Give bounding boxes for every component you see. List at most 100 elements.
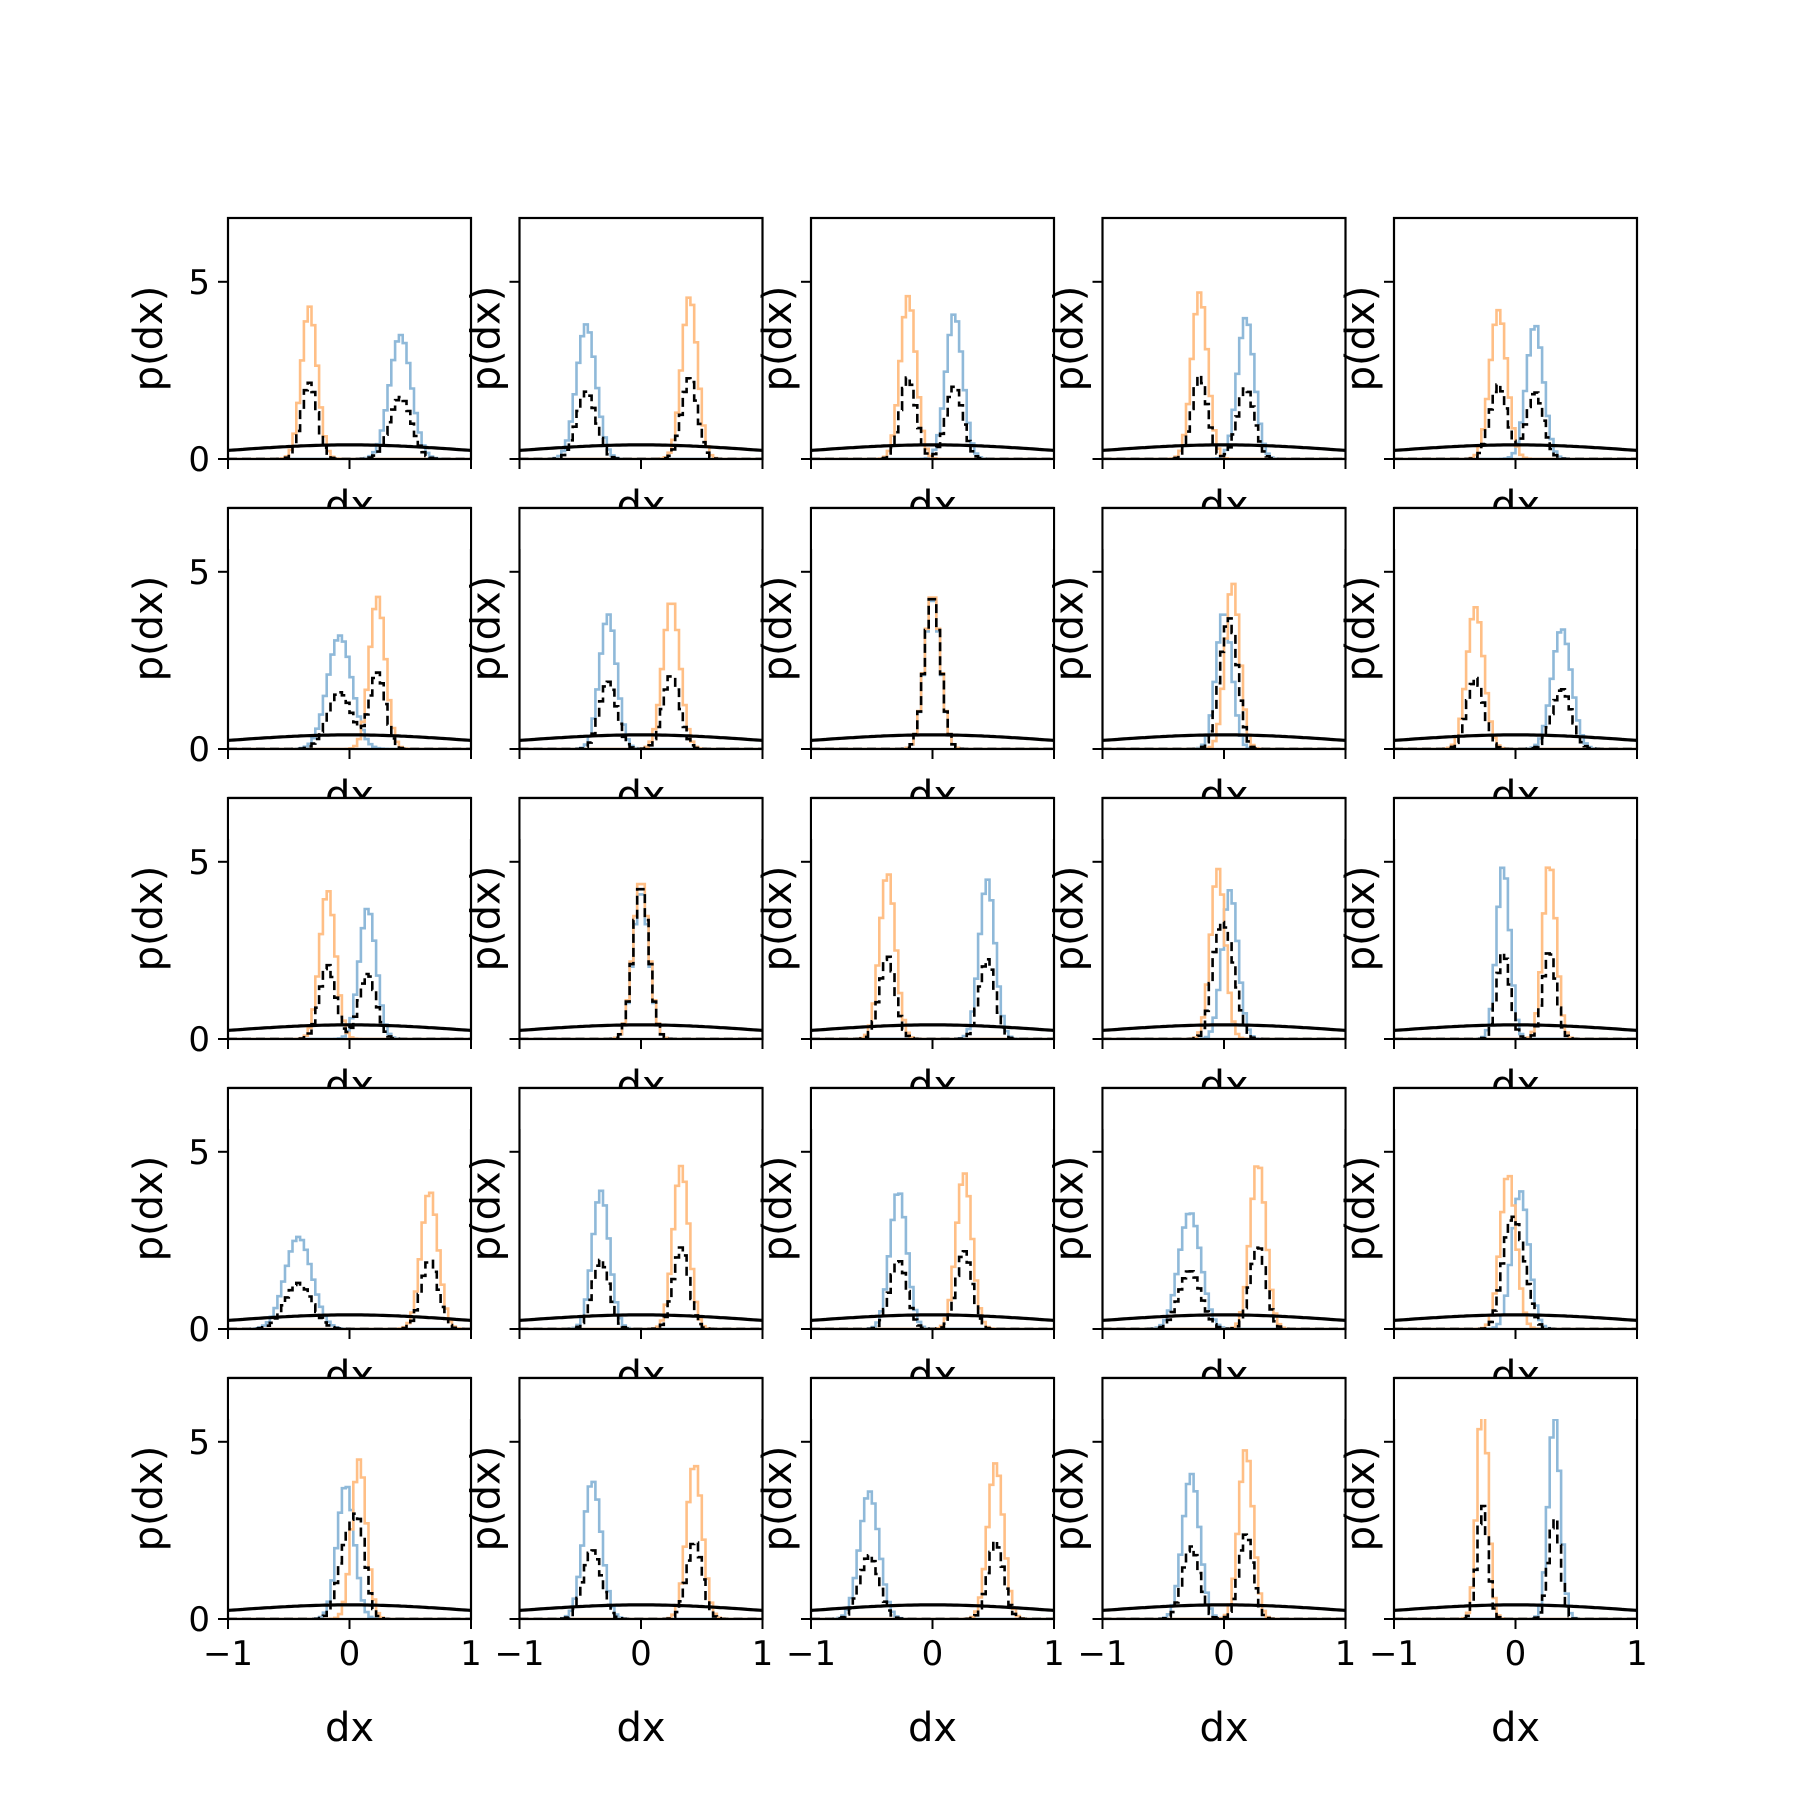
plot-area [519, 1164, 763, 1329]
orange-histogram [811, 294, 1054, 459]
orange-histogram [811, 1462, 1054, 1619]
reference-gaussian-curve [519, 1023, 763, 1032]
plot-area [1102, 291, 1346, 459]
orange-histogram [519, 296, 763, 459]
combined-histogram [519, 1541, 763, 1619]
subplot-r2-c5: dxp(dx) [1338, 506, 1639, 819]
reference-gaussian-curve [1102, 733, 1346, 742]
x-axis-label: dx [1199, 1705, 1248, 1751]
x-tick-label: 0 [339, 1634, 361, 1674]
plot-area [1394, 866, 1637, 1039]
blue-histogram [228, 1485, 471, 1619]
plot-area [1102, 1449, 1346, 1619]
subplot-r2-c4: dxp(dx) [1047, 506, 1347, 819]
blue-histogram [811, 599, 1054, 749]
y-axis-label: p(dx) [755, 866, 801, 972]
combined-histogram [1394, 1504, 1637, 1619]
x-tick-label: 1 [752, 1634, 774, 1674]
label-mask [229, 1379, 470, 1419]
blue-histogram [811, 878, 1054, 1039]
y-tick-label: 0 [188, 730, 210, 770]
blue-histogram [519, 1189, 763, 1329]
axes-frame [809, 216, 1056, 461]
subplot-r3-c2: dxp(dx) [464, 796, 764, 1109]
plot-area [519, 1464, 763, 1619]
axes-frame [1392, 216, 1639, 461]
plot-area [1394, 308, 1637, 459]
subplot-grid: 05dxp(dx)dxp(dx)dxp(dx)dxp(dx)dxp(dx)05d… [126, 216, 1648, 1751]
subplot-r3-c4: dxp(dx) [1047, 796, 1347, 1109]
label-mask [520, 1089, 762, 1129]
blue-histogram [228, 333, 471, 459]
label-mask [1395, 1089, 1636, 1129]
axes-frame [518, 216, 764, 461]
blue-histogram [228, 907, 471, 1039]
x-tick-label: −1 [203, 1634, 253, 1674]
blue-histogram [1394, 324, 1637, 459]
x-tick-label: 0 [630, 1634, 652, 1674]
orange-histogram [1102, 1449, 1346, 1619]
subplot-r1-c3: dxp(dx) [755, 216, 1056, 529]
subplot-r4-c3: dxp(dx) [755, 1086, 1056, 1399]
label-mask [1103, 509, 1345, 549]
blue-histogram [1394, 1418, 1637, 1619]
y-tick-label: 5 [188, 1133, 210, 1173]
y-axis-label: p(dx) [755, 1446, 801, 1552]
y-axis-label: p(dx) [464, 286, 510, 392]
y-axis-label: p(dx) [1047, 1446, 1093, 1552]
orange-histogram [228, 595, 471, 749]
plot-area [811, 294, 1054, 459]
x-tick-label: −1 [786, 1634, 836, 1674]
orange-histogram [1102, 867, 1346, 1039]
x-tick-label: −1 [1077, 1634, 1127, 1674]
reference-gaussian-curve [1102, 1313, 1346, 1322]
label-mask [1103, 799, 1345, 839]
label-mask [812, 1379, 1053, 1419]
reference-gaussian-curve [811, 1313, 1054, 1322]
x-tick-label: 1 [1626, 1634, 1648, 1674]
subplot-r2-c3: dxp(dx) [755, 506, 1056, 819]
x-tick-label: 1 [1043, 1634, 1065, 1674]
subplot-r5-c5: −1 0 1 dx p(dx) [1338, 1376, 1648, 1751]
y-axis-label: p(dx) [755, 576, 801, 682]
plot-area [1102, 582, 1346, 749]
blue-histogram [1102, 889, 1346, 1039]
label-mask [520, 509, 762, 549]
orange-histogram [228, 1191, 471, 1329]
y-axis-label: p(dx) [126, 1156, 172, 1262]
label-mask [229, 1089, 470, 1129]
x-axis-label: dx [325, 1705, 374, 1751]
reference-gaussian-curve [519, 1603, 763, 1612]
orange-histogram [1394, 1391, 1637, 1619]
blue-histogram [1102, 1212, 1346, 1329]
reference-gaussian-curve [519, 443, 763, 452]
blue-histogram [519, 613, 763, 749]
label-mask [520, 799, 762, 839]
reference-gaussian-curve [811, 733, 1054, 742]
y-tick-label: 5 [188, 263, 210, 303]
x-tick-label: 0 [922, 1634, 944, 1674]
plot-area [228, 595, 471, 749]
y-axis-label: p(dx) [1338, 866, 1384, 972]
x-axis-label: dx [1491, 1705, 1540, 1751]
plot-area [519, 882, 763, 1039]
plot-area [519, 602, 763, 749]
y-tick-label: 0 [188, 1310, 210, 1350]
orange-histogram [1394, 308, 1637, 459]
blue-histogram [811, 313, 1054, 459]
reference-gaussian-curve [1394, 733, 1637, 742]
x-tick-label: −1 [494, 1634, 544, 1674]
label-mask [1395, 799, 1636, 839]
blue-histogram [519, 1480, 763, 1619]
subplot-r1-c2: dxp(dx) [464, 216, 764, 529]
y-axis-label: p(dx) [126, 1446, 172, 1552]
plot-area [811, 1462, 1054, 1619]
blue-histogram [1394, 1190, 1637, 1329]
blue-histogram [519, 323, 763, 459]
combined-histogram [811, 955, 1054, 1039]
combined-histogram [811, 597, 1054, 749]
reference-gaussian-curve [228, 1313, 471, 1322]
orange-histogram [519, 1164, 763, 1329]
plot-area [519, 296, 763, 459]
